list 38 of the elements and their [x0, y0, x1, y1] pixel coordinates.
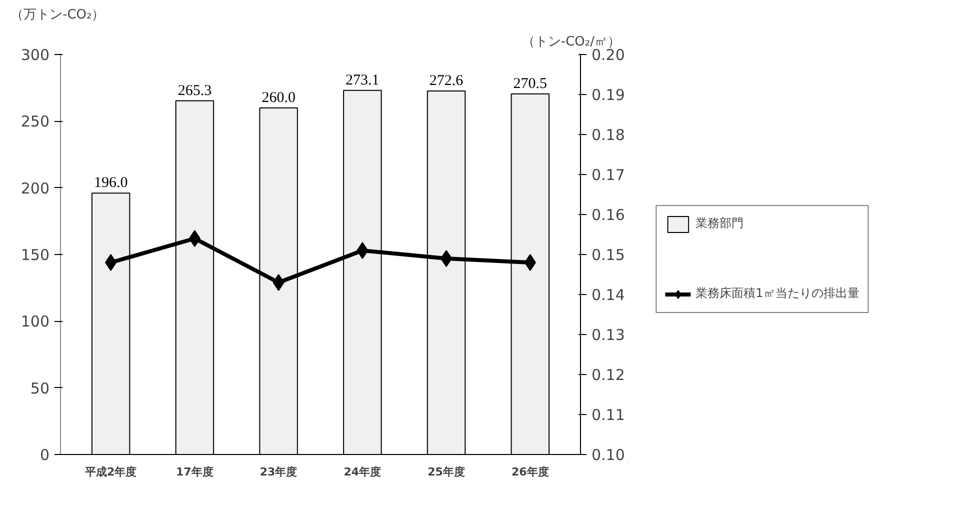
y2-tick-label: 0.12 — [592, 366, 625, 384]
y-axis-title: （万トン-CO₂） — [10, 8, 105, 22]
y2-tick-label: 0.19 — [592, 86, 625, 104]
y-tick-label: 100 — [20, 312, 50, 331]
y2-tick-label: 0.17 — [592, 166, 625, 184]
point — [188, 230, 201, 247]
x-tick-label: 23年度 — [260, 466, 298, 478]
y2-tick-label: 0.10 — [592, 446, 625, 464]
x-tick-label: 24年度 — [344, 466, 382, 478]
y2-tick-label: 0.11 — [592, 406, 625, 424]
y2-tick-label: 0.15 — [592, 246, 625, 264]
data-label: 265.3 — [178, 82, 212, 99]
y2-tick-label: 0.13 — [592, 326, 625, 344]
y-tick-label: 250 — [20, 112, 50, 131]
x-tick-label: 17年度 — [176, 466, 214, 478]
y2-tick-label: 0.18 — [592, 126, 625, 144]
x-tick-label: 26年度 — [512, 466, 549, 478]
point — [440, 250, 452, 267]
y-tick-label: 0 — [40, 446, 50, 464]
y-tick-label: 50 — [30, 379, 50, 398]
legend-label: 業務床面積1㎡当たりの排出量 — [696, 285, 860, 302]
point — [524, 254, 536, 271]
point — [272, 274, 284, 291]
point — [356, 242, 368, 259]
y-tick-label: 150 — [20, 246, 50, 264]
point — [104, 254, 117, 271]
y2-tick-label: 0.16 — [592, 206, 625, 224]
legend-label: 業務部門 — [696, 215, 744, 232]
data-label: 273.1 — [346, 72, 380, 88]
data-label: 272.6 — [429, 73, 464, 90]
data-label: 270.5 — [513, 76, 548, 92]
y-tick-label: 300 — [20, 46, 50, 64]
data-label: 196.0 — [94, 175, 128, 192]
y2-tick-label: 0.14 — [592, 286, 625, 304]
data-label: 260.0 — [262, 90, 296, 106]
x-tick-label: 25年度 — [428, 466, 465, 478]
y-tick-label: 200 — [20, 179, 50, 198]
x-tick-label: 平成2年度 — [84, 466, 137, 478]
